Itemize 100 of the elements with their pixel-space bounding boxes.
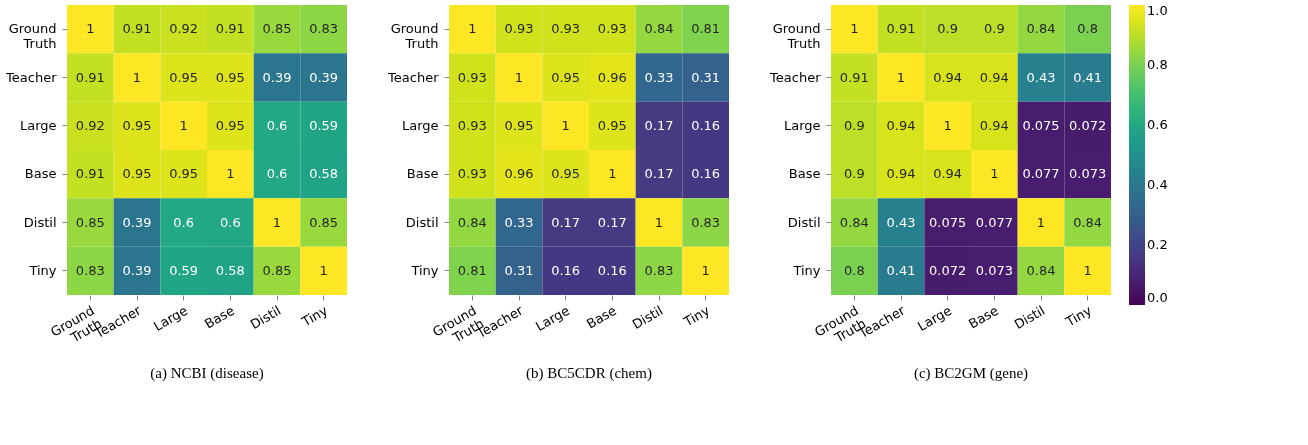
data-label: 0.072 bbox=[929, 262, 967, 278]
data-label: 0.95 bbox=[215, 69, 245, 85]
data-label: 1 bbox=[990, 166, 999, 182]
y-tick-label: Distil bbox=[405, 214, 439, 230]
color-bar-label: 0.6 bbox=[1147, 117, 1168, 132]
x-tick-label: Tiny bbox=[680, 302, 713, 330]
data-label: 0.072 bbox=[1069, 117, 1107, 133]
data-label: 0.9 bbox=[843, 117, 865, 133]
data-label: 0.6 bbox=[173, 214, 195, 230]
data-label: 1 bbox=[319, 262, 328, 278]
data-label: 0.6 bbox=[266, 117, 288, 133]
data-label: 0.84 bbox=[644, 21, 674, 37]
color-bar-label: 0.4 bbox=[1147, 177, 1168, 192]
data-label: 1 bbox=[701, 262, 710, 278]
data-label: 0.91 bbox=[75, 166, 105, 182]
data-label: 0.94 bbox=[886, 166, 916, 182]
data-label: 0.075 bbox=[929, 214, 967, 230]
y-tick-label: Tiny bbox=[28, 262, 57, 278]
x-tick-label: Base bbox=[201, 302, 237, 332]
data-label: 0.6 bbox=[266, 166, 288, 182]
data-label: 1 bbox=[226, 166, 235, 182]
data-label: 0.39 bbox=[309, 69, 339, 85]
data-label: 0.83 bbox=[691, 214, 721, 230]
data-label: 0.93 bbox=[457, 166, 487, 182]
data-label: 1 bbox=[943, 117, 952, 133]
data-label: 0.93 bbox=[504, 21, 534, 37]
data-label: 0.073 bbox=[1069, 166, 1107, 182]
data-label: 0.17 bbox=[597, 214, 627, 230]
color-bar-label: 0.0 bbox=[1147, 290, 1168, 305]
data-label: 0.95 bbox=[169, 166, 199, 182]
data-label: 0.84 bbox=[1073, 214, 1103, 230]
y-tick-label: Ground Truth bbox=[772, 21, 821, 52]
data-label: 0.6 bbox=[219, 214, 241, 230]
data-label: 0.16 bbox=[691, 117, 721, 133]
data-label: 0.91 bbox=[839, 69, 869, 85]
data-label: 0.075 bbox=[1022, 117, 1060, 133]
data-label: 0.9 bbox=[983, 21, 1005, 37]
y-tick-label: Teacher bbox=[387, 69, 440, 85]
y-tick-label: Ground Truth bbox=[8, 21, 57, 52]
data-label: 0.95 bbox=[122, 117, 152, 133]
data-label: 0.94 bbox=[933, 166, 963, 182]
data-label: 0.84 bbox=[839, 214, 869, 230]
data-label: 1 bbox=[179, 117, 188, 133]
data-label: 0.85 bbox=[262, 262, 292, 278]
data-label: 0.93 bbox=[457, 69, 487, 85]
data-label: 0.9 bbox=[937, 21, 959, 37]
data-label: 0.59 bbox=[169, 262, 199, 278]
data-label: 0.84 bbox=[1026, 262, 1056, 278]
x-tick-label: Base bbox=[965, 302, 1001, 332]
data-label: 0.16 bbox=[551, 262, 581, 278]
y-tick-label: Ground Truth bbox=[390, 21, 439, 52]
data-label: 0.31 bbox=[504, 262, 534, 278]
x-tick-label: Tiny bbox=[298, 302, 331, 330]
y-tick-label: Base bbox=[24, 166, 57, 182]
data-label: 0.85 bbox=[309, 214, 339, 230]
color-bar-label: 0.2 bbox=[1147, 237, 1168, 252]
y-tick-label: Tiny bbox=[410, 262, 439, 278]
y-tick-label: Base bbox=[406, 166, 439, 182]
data-label: 1 bbox=[561, 117, 570, 133]
data-label: 1 bbox=[654, 214, 664, 230]
data-label: 0.43 bbox=[1026, 69, 1056, 85]
data-label: 0.81 bbox=[457, 262, 487, 278]
color-bar-label: 1.0 bbox=[1147, 3, 1168, 18]
data-label: 0.95 bbox=[597, 117, 627, 133]
data-label: 0.41 bbox=[886, 262, 916, 278]
data-label: 0.93 bbox=[597, 21, 627, 37]
data-label: 1 bbox=[1083, 262, 1092, 278]
data-label: 1 bbox=[1036, 214, 1046, 230]
data-label: 0.16 bbox=[691, 166, 721, 182]
y-tick-label: Large bbox=[783, 117, 821, 133]
y-tick-label: Large bbox=[19, 117, 57, 133]
y-tick-label: Tiny bbox=[792, 262, 821, 278]
data-label: 0.16 bbox=[597, 262, 627, 278]
data-label: 0.92 bbox=[169, 21, 199, 37]
text: (a) NCBI (disease) bbox=[150, 365, 264, 383]
data-label: 0.81 bbox=[691, 21, 721, 37]
data-label: 0.39 bbox=[122, 262, 152, 278]
data-label: 0.31 bbox=[691, 69, 721, 85]
text: (c) BC2GM (gene) bbox=[913, 365, 1029, 383]
y-tick-label: Teacher bbox=[5, 69, 58, 85]
y-tick-label: Base bbox=[788, 166, 821, 182]
data-label: 0.84 bbox=[1026, 21, 1056, 37]
data-label: 1 bbox=[468, 21, 477, 37]
data-label: 0.9 bbox=[843, 166, 865, 182]
data-label: 0.59 bbox=[309, 117, 339, 133]
data-label: 0.39 bbox=[122, 214, 152, 230]
data-label: 0.077 bbox=[975, 214, 1013, 230]
data-label: 0.41 bbox=[1073, 69, 1103, 85]
data-label: 0.33 bbox=[644, 69, 674, 85]
text: (b) BC5CDR (chem) bbox=[526, 365, 652, 383]
data-label: 0.91 bbox=[122, 21, 152, 37]
data-label: 0.95 bbox=[215, 117, 245, 133]
data-label: 0.95 bbox=[551, 166, 581, 182]
data-label: 0.96 bbox=[597, 69, 627, 85]
color-bar-label: 0.8 bbox=[1147, 57, 1168, 72]
data-label: 1 bbox=[608, 166, 617, 182]
y-tick-label: Teacher bbox=[769, 69, 822, 85]
data-label: 0.85 bbox=[75, 214, 105, 230]
data-label: 0.83 bbox=[75, 262, 105, 278]
data-label: 0.95 bbox=[551, 69, 581, 85]
